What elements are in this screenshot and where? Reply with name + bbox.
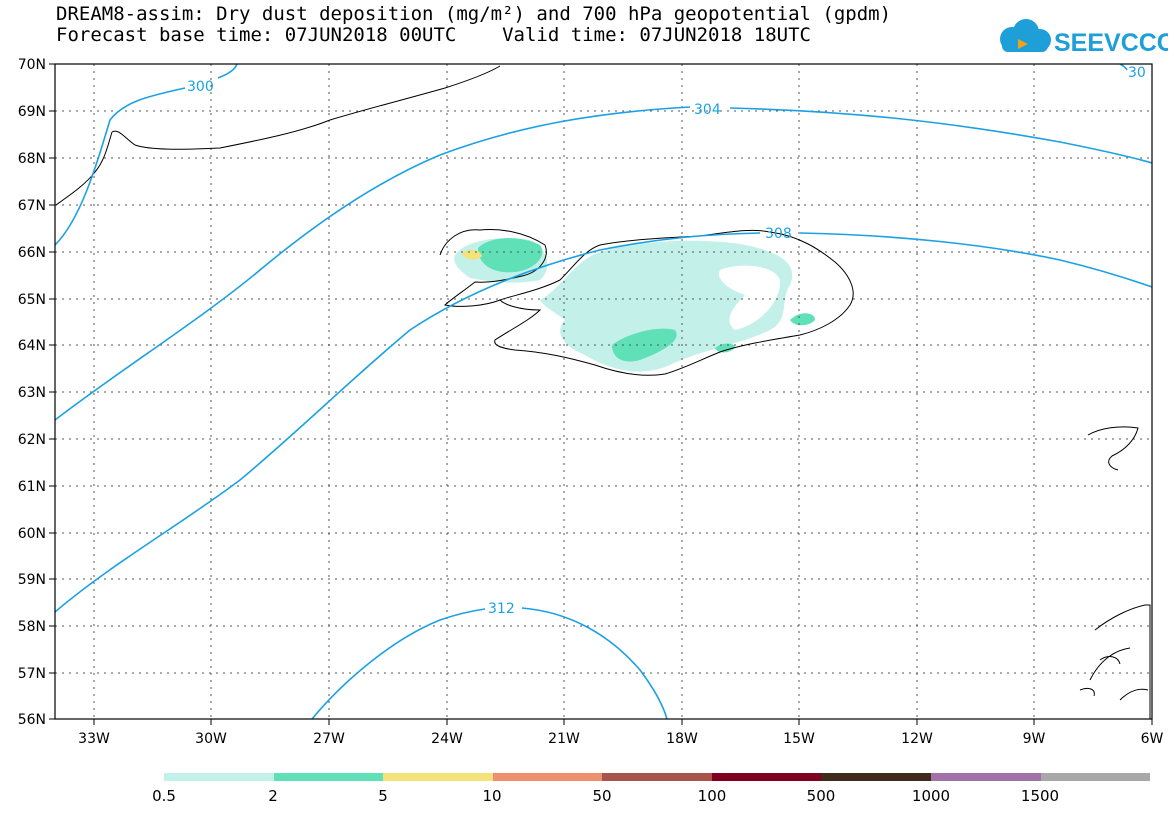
contour-304-b — [729, 107, 1153, 164]
legend-label: 1000 — [911, 787, 951, 805]
contour-300-east — [1119, 63, 1128, 71]
lat-label: 70N — [18, 57, 46, 73]
coast-scotland — [1089, 604, 1151, 719]
coast-greenland — [111, 65, 501, 150]
lon-label: 33W — [78, 731, 110, 747]
lat-label: 66N — [18, 245, 46, 261]
legend-label: 2 — [268, 787, 278, 805]
legend-swatch — [1040, 773, 1151, 781]
contour-312-a — [311, 608, 486, 720]
cloud-icon — [1000, 19, 1051, 52]
lat-label: 60N — [18, 526, 46, 542]
legend-label: 1500 — [1020, 787, 1060, 805]
contour-label-300: 300 — [187, 79, 214, 95]
coast-iceland — [494, 229, 854, 376]
lon-label: 12W — [901, 731, 933, 747]
coast-greenland-south — [55, 131, 113, 206]
legend-label: 100 — [697, 787, 727, 805]
lat-label: 63N — [18, 385, 46, 401]
dust-area-medium-west — [478, 238, 543, 273]
lon-label: 30W — [195, 731, 227, 747]
contour-312-b — [521, 607, 668, 720]
coast-iceland-nw — [439, 229, 547, 307]
logo-text: SEEVCCC — [1054, 29, 1168, 57]
legend-label: 5 — [378, 787, 388, 805]
legend-swatch — [821, 773, 931, 781]
lat-label: 57N — [18, 666, 46, 682]
lat-label: 68N — [18, 151, 46, 167]
legend-labels: 0.5 2 5 10 50 100 500 1000 1500 — [0, 787, 1175, 807]
axis-ticks — [49, 63, 1153, 725]
lon-label: 24W — [431, 731, 463, 747]
contour-308-b — [799, 232, 1153, 288]
contour-label-304: 304 — [694, 102, 721, 118]
grid-lines — [55, 64, 1152, 719]
lat-label: 61N — [18, 479, 46, 495]
coast-faroe — [1087, 426, 1139, 471]
lat-label: 64N — [18, 338, 46, 354]
lat-label: 58N — [18, 619, 46, 635]
legend-swatch — [273, 773, 384, 781]
lon-label: 21W — [548, 731, 580, 747]
lon-label: 6W — [1141, 731, 1164, 747]
lat-label: 62N — [18, 432, 46, 448]
legend-label: 0.5 — [152, 787, 176, 805]
coastlines — [55, 65, 1151, 719]
contour-304-a — [54, 106, 691, 421]
longitude-labels: 33W 30W 27W 24W 21W 18W 15W 12W 9W 6W — [78, 731, 1163, 747]
dust-area-medium-se — [790, 313, 815, 326]
legend-swatch — [711, 773, 822, 781]
contour-300-b — [217, 63, 238, 79]
lat-label: 65N — [18, 292, 46, 308]
dust-area-white — [719, 265, 781, 330]
dust-area-medium-s — [715, 343, 735, 353]
lon-label: 15W — [783, 731, 815, 747]
lat-label: 67N — [18, 198, 46, 214]
map-title: DREAM8-assim: Dry dust deposition (mg/m²… — [56, 3, 892, 25]
contour-labels: 300 304 308 312 30 — [187, 65, 1146, 617]
lon-label: 18W — [666, 731, 698, 747]
latitude-labels: 70N 69N 68N 67N 66N 65N 64N 63N 62N 61N … — [18, 57, 46, 728]
legend-label: 10 — [482, 787, 502, 805]
lat-label: 56N — [18, 712, 46, 728]
legend-swatch — [164, 773, 274, 781]
map-plot: 300 304 308 312 30 70N 69N 68N 67N 66N 6… — [18, 57, 1164, 747]
lat-label: 69N — [18, 104, 46, 120]
seevccc-logo: SEEVCCC — [1000, 19, 1168, 57]
lon-label: 9W — [1023, 731, 1046, 747]
contour-label-312: 312 — [488, 601, 515, 617]
geopotential-contours — [54, 63, 1153, 720]
legend-label: 500 — [806, 787, 836, 805]
lat-label: 59N — [18, 572, 46, 588]
legend-swatch — [383, 773, 493, 781]
contour-label-308: 308 — [765, 226, 792, 242]
coast-scotland-isles — [1079, 656, 1121, 697]
contour-308-a — [54, 232, 761, 613]
legend-label: 50 — [592, 787, 612, 805]
legend-swatch — [930, 773, 1041, 781]
color-legend — [164, 773, 1151, 781]
contour-label-30: 30 — [1128, 65, 1146, 81]
legend-swatch — [602, 773, 712, 781]
legend-swatch — [492, 773, 603, 781]
dust-shading — [454, 238, 815, 372]
contour-300-a — [54, 87, 186, 246]
map-subtitle: Forecast base time: 07JUN2018 00UTC Vali… — [56, 24, 811, 46]
lon-label: 27W — [313, 731, 345, 747]
